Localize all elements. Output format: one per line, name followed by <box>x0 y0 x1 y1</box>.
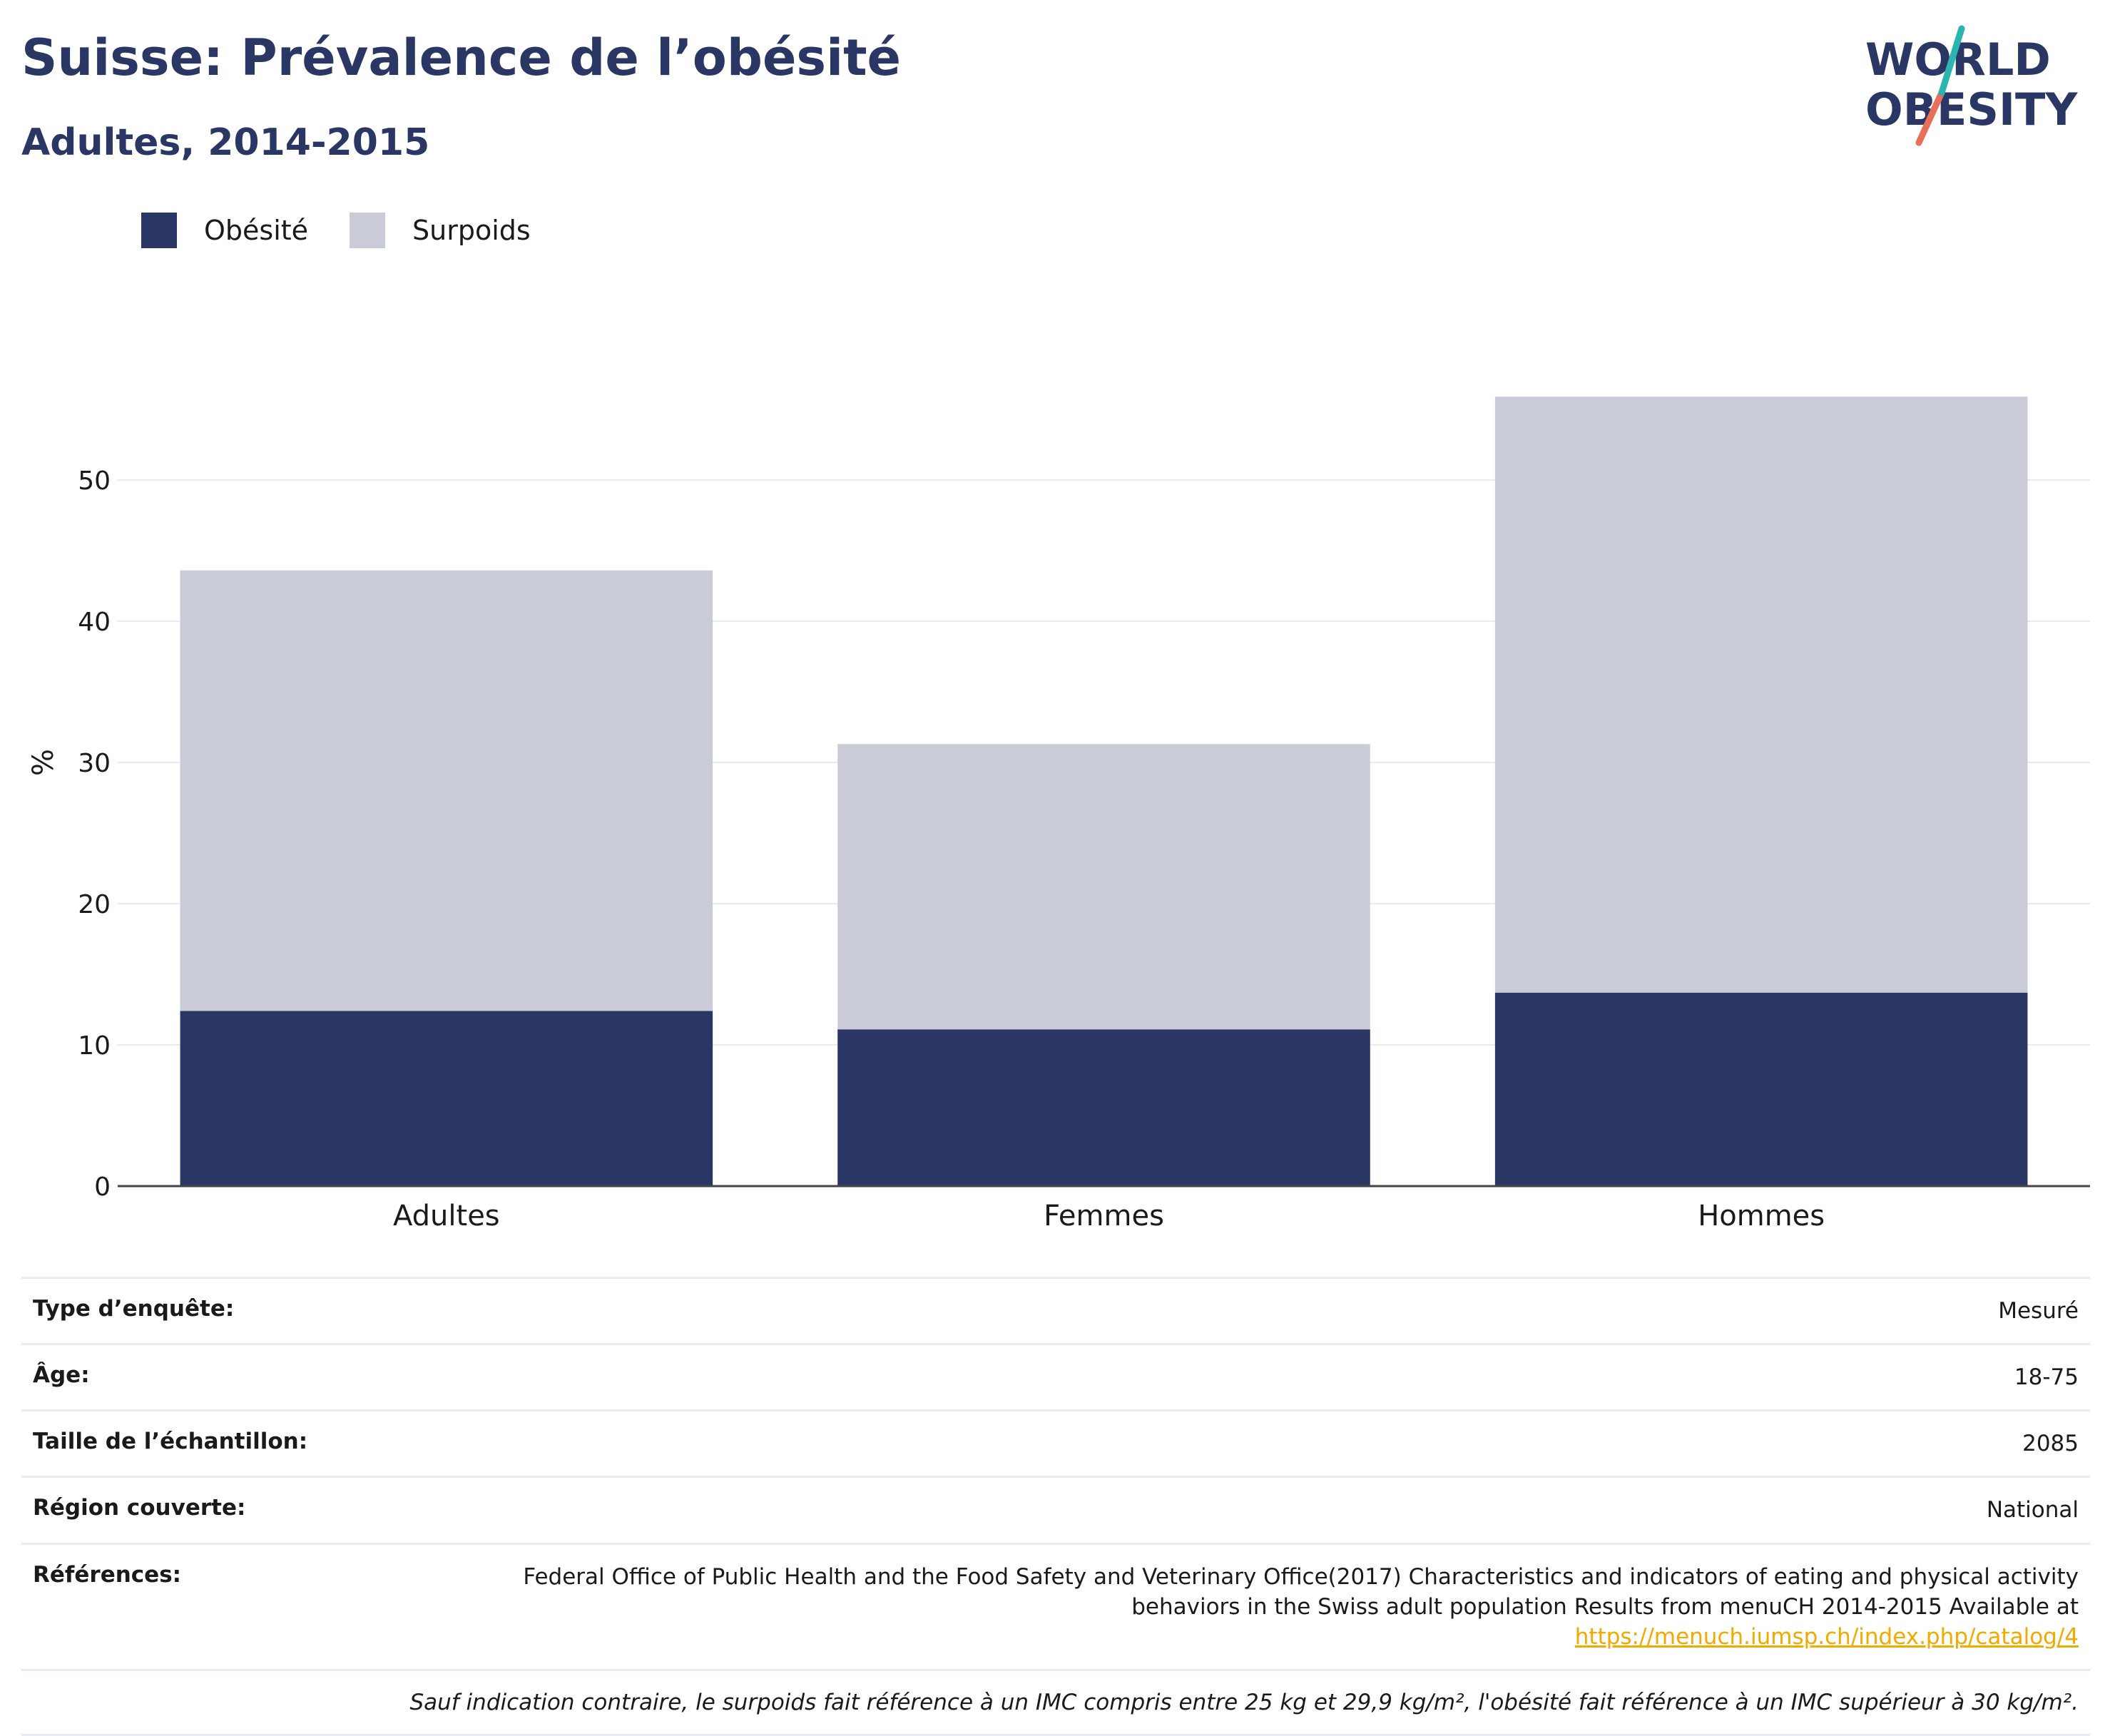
survey-info-table: Type d’enquête: Mesuré Âge: 18-75 Taille… <box>21 1277 2090 1736</box>
legend-item-obesite[interactable]: Obésité <box>141 213 308 248</box>
chart-subtitle: Adultes, 2014-2015 <box>21 121 430 164</box>
info-key: Région couverte: <box>33 1495 246 1521</box>
legend-swatch-surpoids <box>350 213 386 248</box>
info-row-survey-type: Type d’enquête: Mesuré <box>21 1277 2090 1343</box>
definition-note: Sauf indication contraire, le surpoids f… <box>21 1669 2090 1736</box>
bar-surpoids-adultes <box>180 570 713 1011</box>
info-key: Type d’enquête: <box>33 1296 235 1322</box>
info-value: 18-75 <box>2014 1364 2079 1391</box>
bar-surpoids-femmes <box>837 744 1370 1030</box>
legend-label-obesite: Obésité <box>204 215 309 246</box>
chart-title: Suisse: Prévalence de l’obésité <box>21 29 902 87</box>
y-tick-label: 0 <box>94 1173 111 1202</box>
bar-ob-sit--hommes <box>1494 992 2028 1186</box>
stacked-bar-chart: 0 10 20 30 40 50% Adultes Femmes Hommes <box>27 397 2090 1232</box>
info-row-region: Région couverte: National <box>21 1476 2090 1542</box>
references-value: Federal Office of Public Health and the … <box>438 1562 2079 1652</box>
y-tick-label: 50 <box>78 466 111 496</box>
legend-swatch-obesite <box>141 213 177 248</box>
info-key: Âge: <box>33 1362 90 1389</box>
info-row-references: Références: Federal Office of Public Hea… <box>21 1542 2090 1669</box>
x-tick-label: Femmes <box>1044 1200 1164 1232</box>
y-tick-label: 40 <box>78 608 111 637</box>
info-value: 2085 <box>2022 1431 2079 1457</box>
x-tick-label: Hommes <box>1698 1200 1825 1232</box>
y-tick-label: 10 <box>78 1031 111 1061</box>
references-link[interactable]: https://menuch.iumsp.ch/index.php/catalo… <box>1574 1623 2079 1650</box>
info-value: Mesuré <box>1998 1298 2079 1324</box>
bar-surpoids-hommes <box>1494 397 2028 993</box>
bar-ob-sit--adultes <box>180 1011 713 1186</box>
info-row-sample-size: Taille de l’échantillon: 2085 <box>21 1409 2090 1476</box>
info-row-age: Âge: 18-75 <box>21 1343 2090 1409</box>
legend-item-surpoids[interactable]: Surpoids <box>350 213 531 248</box>
y-axis-label: % <box>27 749 60 776</box>
chart-legend: Obésité Surpoids <box>141 213 572 248</box>
x-tick-label: Adultes <box>393 1200 500 1232</box>
info-value: National <box>1986 1497 2079 1523</box>
legend-label-surpoids: Surpoids <box>412 215 531 246</box>
logo-line2: OBESITY <box>1865 83 2078 136</box>
world-obesity-logo: WORLD OBESITY <box>1865 25 2078 146</box>
info-key: Références: <box>33 1561 182 1588</box>
y-tick-label: 20 <box>78 890 111 919</box>
y-tick-label: 30 <box>78 749 111 778</box>
bar-ob-sit--femmes <box>837 1029 1370 1186</box>
info-key: Taille de l’échantillon: <box>33 1429 308 1455</box>
references-text: Federal Office of Public Health and the … <box>523 1563 2079 1620</box>
